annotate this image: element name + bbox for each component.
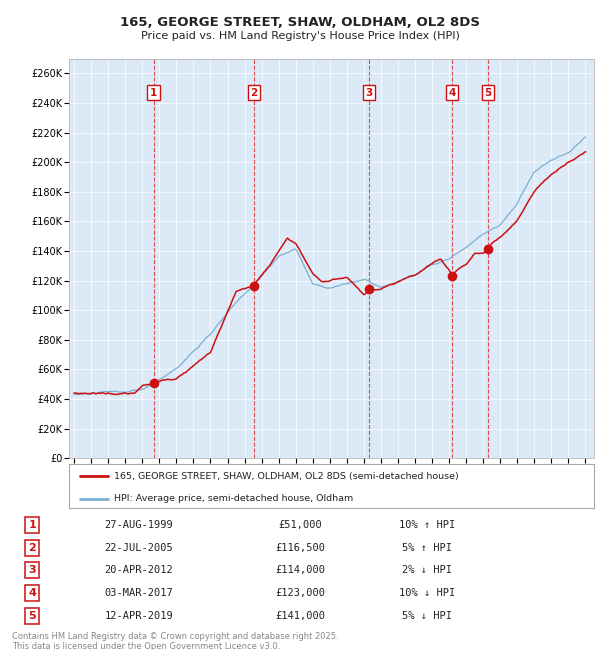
Text: 27-AUG-1999: 27-AUG-1999 [104, 520, 173, 530]
Text: 22-JUL-2005: 22-JUL-2005 [104, 543, 173, 552]
Text: 5: 5 [484, 88, 491, 97]
Text: 03-MAR-2017: 03-MAR-2017 [104, 588, 173, 598]
Text: 12-APR-2019: 12-APR-2019 [104, 611, 173, 621]
Text: 20-APR-2012: 20-APR-2012 [104, 566, 173, 575]
Text: 3: 3 [28, 566, 36, 575]
Text: 4: 4 [28, 588, 36, 598]
Text: 2: 2 [28, 543, 36, 552]
Text: 5: 5 [28, 611, 36, 621]
Text: 2% ↓ HPI: 2% ↓ HPI [402, 566, 452, 575]
Text: 165, GEORGE STREET, SHAW, OLDHAM, OL2 8DS: 165, GEORGE STREET, SHAW, OLDHAM, OL2 8D… [120, 16, 480, 29]
Text: £116,500: £116,500 [275, 543, 325, 552]
Text: 1: 1 [150, 88, 157, 97]
Text: £114,000: £114,000 [275, 566, 325, 575]
Text: Contains HM Land Registry data © Crown copyright and database right 2025.
This d: Contains HM Land Registry data © Crown c… [12, 632, 338, 650]
Text: Price paid vs. HM Land Registry's House Price Index (HPI): Price paid vs. HM Land Registry's House … [140, 31, 460, 40]
Text: £51,000: £51,000 [278, 520, 322, 530]
Text: 10% ↑ HPI: 10% ↑ HPI [398, 520, 455, 530]
Text: 5% ↓ HPI: 5% ↓ HPI [402, 611, 452, 621]
Text: 5% ↑ HPI: 5% ↑ HPI [402, 543, 452, 552]
Text: £123,000: £123,000 [275, 588, 325, 598]
Text: £141,000: £141,000 [275, 611, 325, 621]
Text: 3: 3 [365, 88, 373, 97]
Text: HPI: Average price, semi-detached house, Oldham: HPI: Average price, semi-detached house,… [113, 494, 353, 503]
Text: 1: 1 [28, 520, 36, 530]
Text: 10% ↓ HPI: 10% ↓ HPI [398, 588, 455, 598]
Text: 165, GEORGE STREET, SHAW, OLDHAM, OL2 8DS (semi-detached house): 165, GEORGE STREET, SHAW, OLDHAM, OL2 8D… [113, 472, 458, 481]
Text: 4: 4 [448, 88, 455, 97]
Text: 2: 2 [250, 88, 257, 97]
